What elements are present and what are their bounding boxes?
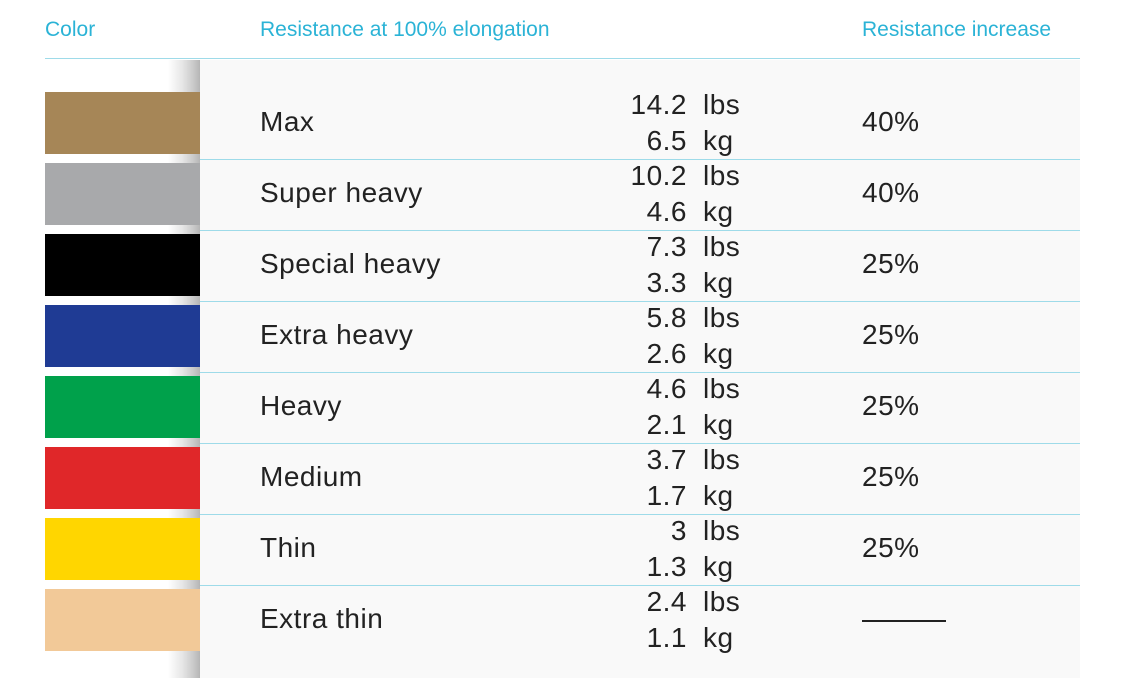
- resistance-kg-value: 2.1: [646, 409, 687, 440]
- resistance-kg-value: 1.1: [646, 622, 687, 653]
- color-swatch: [45, 305, 200, 367]
- resistance-lbs-value: 5.8: [646, 302, 687, 333]
- table-row: Super heavy 10.2 lbs 4.6 kg 40%: [0, 160, 1132, 231]
- resistance-kg-value: 4.6: [646, 196, 687, 227]
- resistance-lbs-unit: lbs: [703, 586, 741, 617]
- row-divider: [200, 443, 1080, 444]
- resistance-kg-value: 6.5: [646, 125, 687, 156]
- level-name: Medium: [260, 461, 363, 492]
- color-swatch: [45, 234, 200, 296]
- row-divider: [200, 585, 1080, 586]
- row-divider: [200, 301, 1080, 302]
- color-swatch: [45, 589, 200, 651]
- header-divider: [45, 58, 1080, 59]
- resistance-increase: 25%: [862, 248, 920, 279]
- level-name: Heavy: [260, 390, 342, 421]
- resistance-increase: 25%: [862, 461, 920, 492]
- resistance-lbs-value: 4.6: [646, 373, 687, 404]
- color-swatch: [45, 92, 200, 154]
- resistance-kg-unit: kg: [703, 622, 734, 653]
- resistance-lbs-unit: lbs: [703, 231, 741, 262]
- resistance-kg-unit: kg: [703, 196, 734, 227]
- resistance-lbs-unit: lbs: [703, 160, 741, 191]
- resistance-lbs-unit: lbs: [703, 444, 741, 475]
- resistance-lbs-value: 14.2: [630, 89, 687, 120]
- level-name: Extra heavy: [260, 319, 414, 350]
- row-divider: [200, 514, 1080, 515]
- table-row: Max 14.2 lbs 6.5 kg 40%: [0, 89, 1132, 160]
- table-row: Medium 3.7 lbs 1.7 kg 25%: [0, 444, 1132, 515]
- resistance-kg-unit: kg: [703, 125, 734, 156]
- level-name: Thin: [260, 532, 317, 563]
- resistance-kg-value: 3.3: [646, 267, 687, 298]
- resistance-kg-unit: kg: [703, 267, 734, 298]
- resistance-kg-value: 2.6: [646, 338, 687, 369]
- level-name: Max: [260, 106, 315, 137]
- color-swatch: [45, 163, 200, 225]
- resistance-kg-value: 1.3: [646, 551, 687, 582]
- table-header: Color Resistance at 100% elongation Resi…: [0, 18, 1132, 58]
- resistance-column-header: Resistance at 100% elongation: [260, 18, 550, 41]
- resistance-lbs-value: 7.3: [646, 231, 687, 262]
- table-background: [200, 60, 1080, 678]
- resistance-lbs-value: 3.7: [646, 444, 687, 475]
- resistance-lbs-value: 2.4: [646, 586, 687, 617]
- resistance-increase: 40%: [862, 106, 920, 137]
- no-increase-dash: [862, 620, 946, 622]
- resistance-increase: 25%: [862, 319, 920, 350]
- level-name: Special heavy: [260, 248, 441, 279]
- resistance-lbs-unit: lbs: [703, 373, 741, 404]
- increase-column-header: Resistance increase: [862, 18, 1052, 41]
- table-row: Special heavy 7.3 lbs 3.3 kg 25%: [0, 231, 1132, 302]
- level-name: Super heavy: [260, 177, 423, 208]
- table-row: Heavy 4.6 lbs 2.1 kg 25%: [0, 373, 1132, 444]
- resistance-lbs-value: 3: [670, 515, 687, 546]
- row-divider: [200, 372, 1080, 373]
- table-row: Thin 3 lbs 1.3 kg 25%: [0, 515, 1132, 586]
- resistance-increase: 40%: [862, 177, 920, 208]
- resistance-table: Max 14.2 lbs 6.5 kg 40% Super heavy 10.2…: [0, 89, 1132, 657]
- resistance-kg-unit: kg: [703, 480, 734, 511]
- resistance-lbs-value: 10.2: [630, 160, 687, 191]
- resistance-lbs-unit: lbs: [703, 302, 741, 333]
- color-swatch: [45, 518, 200, 580]
- resistance-kg-value: 1.7: [646, 480, 687, 511]
- level-name: Extra thin: [260, 603, 384, 634]
- resistance-increase: 25%: [862, 532, 920, 563]
- resistance-kg-unit: kg: [703, 409, 734, 440]
- color-swatch: [45, 447, 200, 509]
- row-divider: [200, 159, 1080, 160]
- table-row: Extra heavy 5.8 lbs 2.6 kg 25%: [0, 302, 1132, 373]
- resistance-increase: 25%: [862, 390, 920, 421]
- row-divider: [200, 230, 1080, 231]
- resistance-lbs-unit: lbs: [703, 515, 741, 546]
- resistance-kg-unit: kg: [703, 338, 734, 369]
- color-swatch: [45, 376, 200, 438]
- color-column-header: Color: [45, 18, 96, 41]
- table-row: Extra thin 2.4 lbs 1.1 kg: [0, 586, 1132, 657]
- resistance-lbs-unit: lbs: [703, 89, 741, 120]
- resistance-kg-unit: kg: [703, 551, 734, 582]
